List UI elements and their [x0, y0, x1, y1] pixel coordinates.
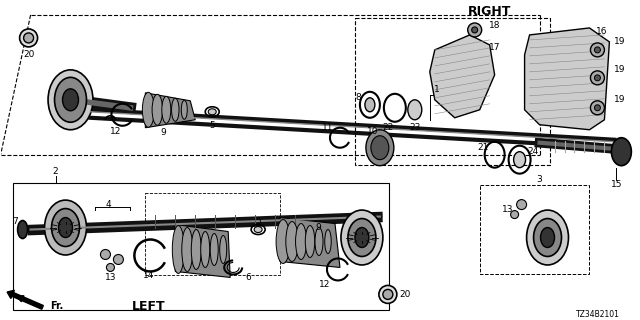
Ellipse shape: [172, 98, 179, 121]
Ellipse shape: [341, 210, 383, 265]
Text: 5: 5: [209, 121, 215, 130]
Bar: [13, 183, 389, 310]
Polygon shape: [430, 35, 495, 118]
Circle shape: [591, 101, 604, 115]
Ellipse shape: [365, 98, 375, 112]
Ellipse shape: [63, 89, 79, 111]
Ellipse shape: [220, 236, 227, 263]
Ellipse shape: [208, 109, 216, 115]
Text: 20: 20: [23, 50, 35, 60]
Circle shape: [20, 29, 38, 47]
Bar: [479, 185, 589, 275]
Text: 5: 5: [255, 217, 261, 226]
Ellipse shape: [355, 228, 369, 247]
Ellipse shape: [182, 228, 193, 271]
Text: RIGHT: RIGHT: [468, 5, 511, 19]
Ellipse shape: [52, 209, 79, 246]
Ellipse shape: [371, 136, 389, 160]
Circle shape: [591, 43, 604, 57]
Text: 1: 1: [434, 85, 440, 94]
Ellipse shape: [18, 220, 28, 238]
Text: 21: 21: [477, 143, 488, 152]
Circle shape: [383, 289, 393, 300]
Ellipse shape: [45, 200, 86, 255]
Text: 2: 2: [52, 167, 58, 176]
Text: 6: 6: [245, 273, 251, 282]
Text: 13: 13: [502, 205, 513, 214]
Circle shape: [113, 254, 124, 264]
Text: 20: 20: [400, 290, 412, 299]
Ellipse shape: [366, 130, 394, 166]
Circle shape: [595, 47, 600, 53]
Text: TZ34B2101: TZ34B2101: [575, 310, 620, 319]
Polygon shape: [280, 218, 340, 268]
Ellipse shape: [296, 224, 307, 260]
Ellipse shape: [201, 232, 210, 268]
Text: 9: 9: [315, 223, 321, 232]
Ellipse shape: [541, 228, 554, 247]
Ellipse shape: [254, 227, 262, 233]
Ellipse shape: [534, 219, 561, 256]
Text: 19: 19: [614, 65, 625, 74]
FancyArrow shape: [7, 290, 44, 309]
Text: 19: 19: [614, 95, 625, 104]
Circle shape: [591, 71, 604, 85]
Circle shape: [24, 33, 33, 43]
Bar: [145, 193, 280, 276]
Text: 15: 15: [611, 180, 622, 189]
Circle shape: [511, 211, 518, 219]
Polygon shape: [525, 28, 609, 130]
Ellipse shape: [142, 92, 154, 127]
Text: 23: 23: [409, 123, 420, 132]
Ellipse shape: [162, 96, 171, 123]
Ellipse shape: [48, 70, 93, 130]
Text: 17: 17: [489, 44, 500, 52]
Text: 24: 24: [527, 147, 538, 156]
Ellipse shape: [286, 221, 298, 261]
Ellipse shape: [611, 138, 632, 166]
Ellipse shape: [324, 229, 332, 253]
Text: 22: 22: [382, 123, 394, 132]
Text: 19: 19: [614, 37, 625, 46]
Text: 12: 12: [109, 127, 121, 136]
Polygon shape: [145, 93, 195, 128]
Text: 4: 4: [106, 200, 111, 209]
Text: 7: 7: [12, 217, 17, 226]
Text: 11: 11: [322, 123, 333, 132]
Ellipse shape: [181, 100, 188, 119]
Text: 14: 14: [143, 271, 154, 280]
Text: Fr.: Fr.: [50, 301, 63, 311]
Ellipse shape: [152, 94, 163, 125]
Ellipse shape: [210, 234, 218, 266]
Ellipse shape: [527, 210, 568, 265]
Text: LEFT: LEFT: [132, 300, 165, 313]
Text: 16: 16: [596, 28, 607, 36]
Ellipse shape: [172, 226, 184, 274]
Text: 3: 3: [537, 175, 543, 184]
Text: 10: 10: [367, 127, 379, 136]
Ellipse shape: [54, 77, 86, 122]
Ellipse shape: [276, 220, 290, 263]
Ellipse shape: [191, 229, 201, 269]
Circle shape: [106, 263, 115, 271]
Circle shape: [595, 75, 600, 81]
Text: 18: 18: [489, 21, 500, 30]
Ellipse shape: [348, 219, 376, 256]
Circle shape: [516, 200, 527, 210]
Ellipse shape: [315, 228, 323, 255]
Circle shape: [472, 27, 477, 33]
Ellipse shape: [305, 226, 315, 258]
Text: 8: 8: [355, 93, 361, 102]
Circle shape: [100, 250, 111, 260]
Circle shape: [468, 23, 482, 37]
Text: 12: 12: [319, 280, 331, 289]
Ellipse shape: [58, 218, 72, 237]
Ellipse shape: [514, 152, 525, 168]
Polygon shape: [175, 225, 230, 277]
Ellipse shape: [408, 100, 422, 120]
Circle shape: [595, 105, 600, 111]
Text: 9: 9: [161, 128, 166, 137]
Text: 13: 13: [105, 273, 116, 282]
Circle shape: [379, 285, 397, 303]
